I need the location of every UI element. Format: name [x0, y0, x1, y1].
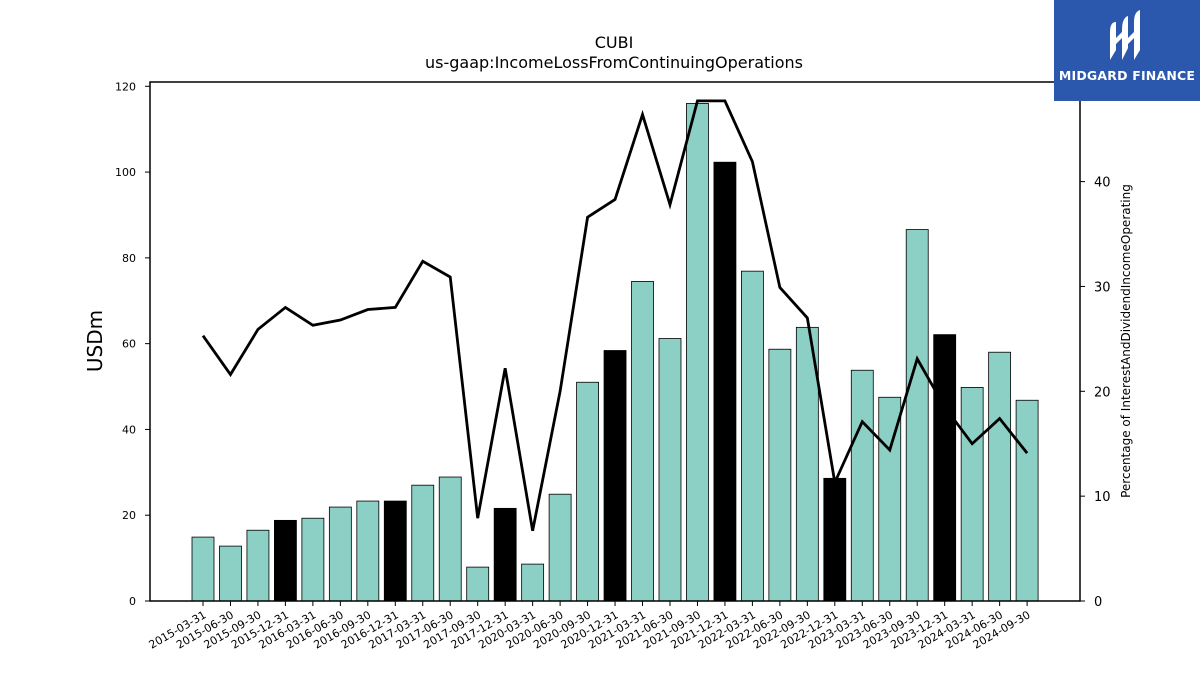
bar	[823, 477, 847, 602]
bar	[686, 103, 709, 602]
chart-title: CUBI	[595, 33, 634, 52]
y2-tick-label: 20	[1094, 385, 1111, 400]
bar	[768, 348, 792, 602]
y2-axis-label: Percentage of InterestAndDividendIncomeO…	[1119, 184, 1133, 498]
bar	[466, 566, 490, 602]
bar	[328, 506, 352, 602]
y2-tick-label: 10	[1094, 490, 1111, 505]
bar	[411, 484, 435, 602]
y-tick-label: 60	[122, 338, 136, 351]
brand-name: MIDGARD FINANCE	[1058, 68, 1196, 83]
line-series	[201, 99, 1029, 532]
bar	[576, 381, 599, 602]
y-tick-label: 120	[115, 80, 136, 93]
bar	[274, 519, 297, 602]
logo-mark-icon	[1110, 10, 1140, 60]
line-path	[201, 99, 1029, 532]
plot-frame	[149, 81, 1081, 602]
bar	[383, 500, 407, 602]
bar	[713, 161, 737, 602]
bar	[988, 351, 1012, 602]
bar	[905, 229, 929, 602]
bar	[548, 493, 572, 602]
bar	[301, 517, 325, 602]
y-axis-label: USDm	[83, 310, 107, 372]
left-axis: 0 20 40 60 80 100 120	[115, 80, 150, 608]
y2-tick-label: 40	[1094, 176, 1111, 191]
bar	[603, 350, 627, 602]
y-tick-label: 0	[129, 595, 136, 608]
bar	[960, 386, 984, 602]
y2-tick-label: 0	[1094, 595, 1102, 610]
bar	[246, 529, 270, 602]
bar	[933, 334, 957, 602]
bar	[741, 270, 764, 602]
bar	[219, 545, 242, 602]
bar	[1015, 399, 1039, 602]
bar	[631, 281, 654, 602]
bar	[356, 500, 380, 602]
y-tick-label: 20	[122, 509, 136, 522]
bar	[658, 338, 682, 602]
y-tick-label: 80	[122, 252, 136, 265]
bar	[850, 369, 874, 602]
bar	[438, 476, 462, 602]
brand-logo: MIDGARD FINANCE	[1054, 0, 1200, 101]
bar-series	[191, 103, 1039, 602]
x-axis: 2015-03-312015-06-302015-09-302015-12-31…	[147, 601, 1033, 652]
chart-subtitle: us-gaap:IncomeLossFromContinuingOperatio…	[425, 53, 803, 72]
bar	[191, 536, 215, 602]
y-tick-label: 100	[115, 166, 136, 179]
right-axis: 0 10 20 30 40	[1080, 176, 1111, 610]
bar	[521, 563, 545, 602]
y2-tick-label: 30	[1094, 280, 1111, 295]
y-tick-label: 40	[122, 423, 136, 436]
bar	[493, 507, 517, 602]
